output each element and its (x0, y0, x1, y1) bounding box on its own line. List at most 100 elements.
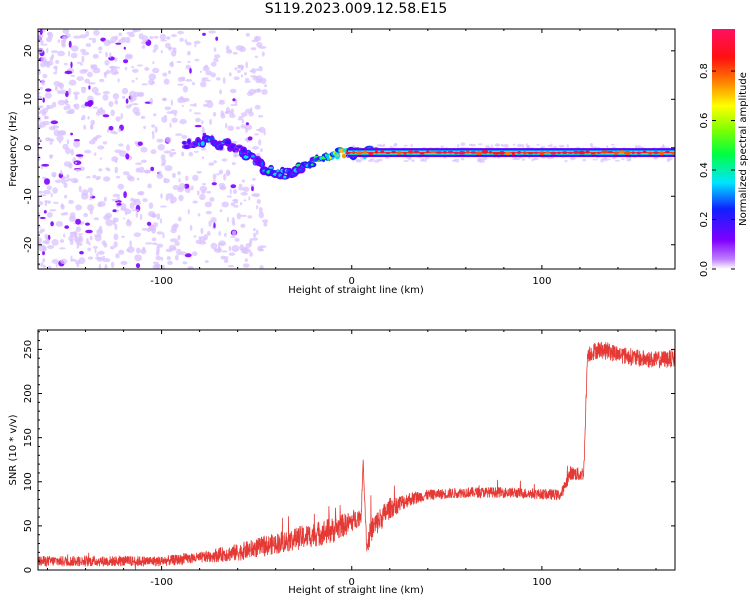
noise-speckle (210, 217, 217, 224)
noise-speckle (64, 225, 70, 229)
carrier-band (347, 152, 675, 154)
noise-speckle (254, 133, 259, 136)
noise-speckle (233, 76, 240, 80)
noise-speckle (142, 198, 148, 203)
noise-speckle (501, 143, 504, 147)
noise-speckle (45, 238, 50, 245)
noise-speckle (113, 241, 118, 248)
noise-speckle (91, 37, 97, 44)
noise-speckle (232, 98, 236, 102)
noise-speckle (50, 120, 59, 125)
snr-x-label: Height of straight line (km) (288, 585, 424, 596)
snr-series-line (38, 341, 675, 570)
noise-speckle (223, 173, 227, 181)
noise-speckle (54, 85, 58, 91)
noise-speckle (503, 143, 509, 148)
noise-speckle (163, 150, 172, 154)
noise-speckle (204, 100, 213, 103)
noise-speckle (104, 59, 110, 66)
noise-speckle (64, 194, 68, 199)
noise-speckle (213, 178, 216, 183)
noise-speckle (241, 179, 245, 183)
noise-speckle (263, 221, 268, 227)
noise-speckle (104, 264, 108, 269)
noise-speckle (100, 106, 103, 110)
noise-speckle (152, 132, 155, 140)
snr-y-label: SNR (10 * v/v) (8, 414, 19, 485)
carrier-peak (458, 151, 466, 155)
noise-speckle (136, 64, 144, 67)
noise-speckle (228, 252, 236, 256)
noise-speckle (50, 50, 59, 53)
noise-speckle (76, 61, 83, 64)
noise-speckle (149, 36, 154, 39)
noise-speckle (73, 230, 78, 238)
noise-speckle (125, 153, 130, 160)
noise-speckle (42, 264, 46, 268)
noise-speckle (192, 200, 198, 204)
y-tick-label: -20 (23, 237, 34, 253)
noise-speckle (411, 159, 415, 162)
noise-speckle (68, 79, 77, 86)
noise-speckle (42, 176, 47, 180)
noise-speckle (199, 70, 202, 73)
noise-speckle (64, 70, 73, 75)
noise-speckle (245, 127, 248, 134)
noise-speckle (228, 264, 235, 268)
noise-speckle (102, 94, 109, 101)
noise-speckle (94, 152, 97, 156)
noise-speckle (232, 230, 237, 236)
noise-speckle (42, 251, 45, 256)
noise-speckle (163, 178, 170, 184)
noise-speckle (96, 175, 102, 180)
noise-speckle (40, 56, 47, 63)
noise-speckle (55, 221, 64, 227)
noise-speckle (75, 154, 84, 157)
noise-speckle (607, 158, 611, 161)
noise-speckle (455, 158, 460, 163)
noise-speckle (80, 86, 87, 89)
noise-speckle (606, 145, 609, 149)
noise-speckle (133, 200, 137, 203)
noise-speckle (60, 169, 63, 175)
noise-speckle (149, 97, 154, 105)
noise-speckle (228, 72, 232, 77)
carrier-peak (523, 151, 527, 155)
noise-speckle (205, 79, 211, 82)
noise-speckle (131, 68, 139, 73)
noise-speckle (52, 187, 58, 194)
noise-speckle (236, 212, 242, 220)
noise-speckle (113, 233, 119, 241)
ridge-blob (200, 141, 205, 146)
noise-speckle (208, 220, 212, 227)
noise-speckle (237, 118, 243, 121)
noise-speckle (135, 263, 141, 269)
noise-speckle (79, 235, 84, 243)
carrier-peak (403, 152, 407, 155)
noise-speckle (205, 210, 212, 215)
noise-speckle (209, 118, 212, 126)
noise-speckle (129, 240, 132, 248)
noise-speckle (118, 143, 124, 147)
noise-speckle (243, 199, 247, 202)
carrier-peak (557, 151, 561, 154)
ridge-blob (341, 153, 347, 159)
noise-speckle (40, 194, 47, 197)
noise-speckle (242, 186, 250, 192)
noise-speckle (199, 185, 208, 192)
spectrogram-y-label: Frequency (Hz) (8, 111, 19, 187)
noise-speckle (74, 94, 78, 101)
noise-speckle (153, 261, 157, 264)
noise-speckle (261, 219, 269, 223)
noise-speckle (53, 65, 58, 70)
noise-speckle (120, 112, 123, 120)
noise-speckle (123, 217, 126, 220)
noise-speckle (98, 225, 103, 233)
noise-speckle (218, 240, 227, 247)
noise-speckle (98, 46, 103, 51)
x-tick-label: -100 (150, 577, 173, 588)
noise-speckle (179, 118, 187, 125)
noise-speckle (204, 260, 209, 264)
noise-speckle (61, 40, 65, 47)
noise-speckle (204, 64, 208, 69)
